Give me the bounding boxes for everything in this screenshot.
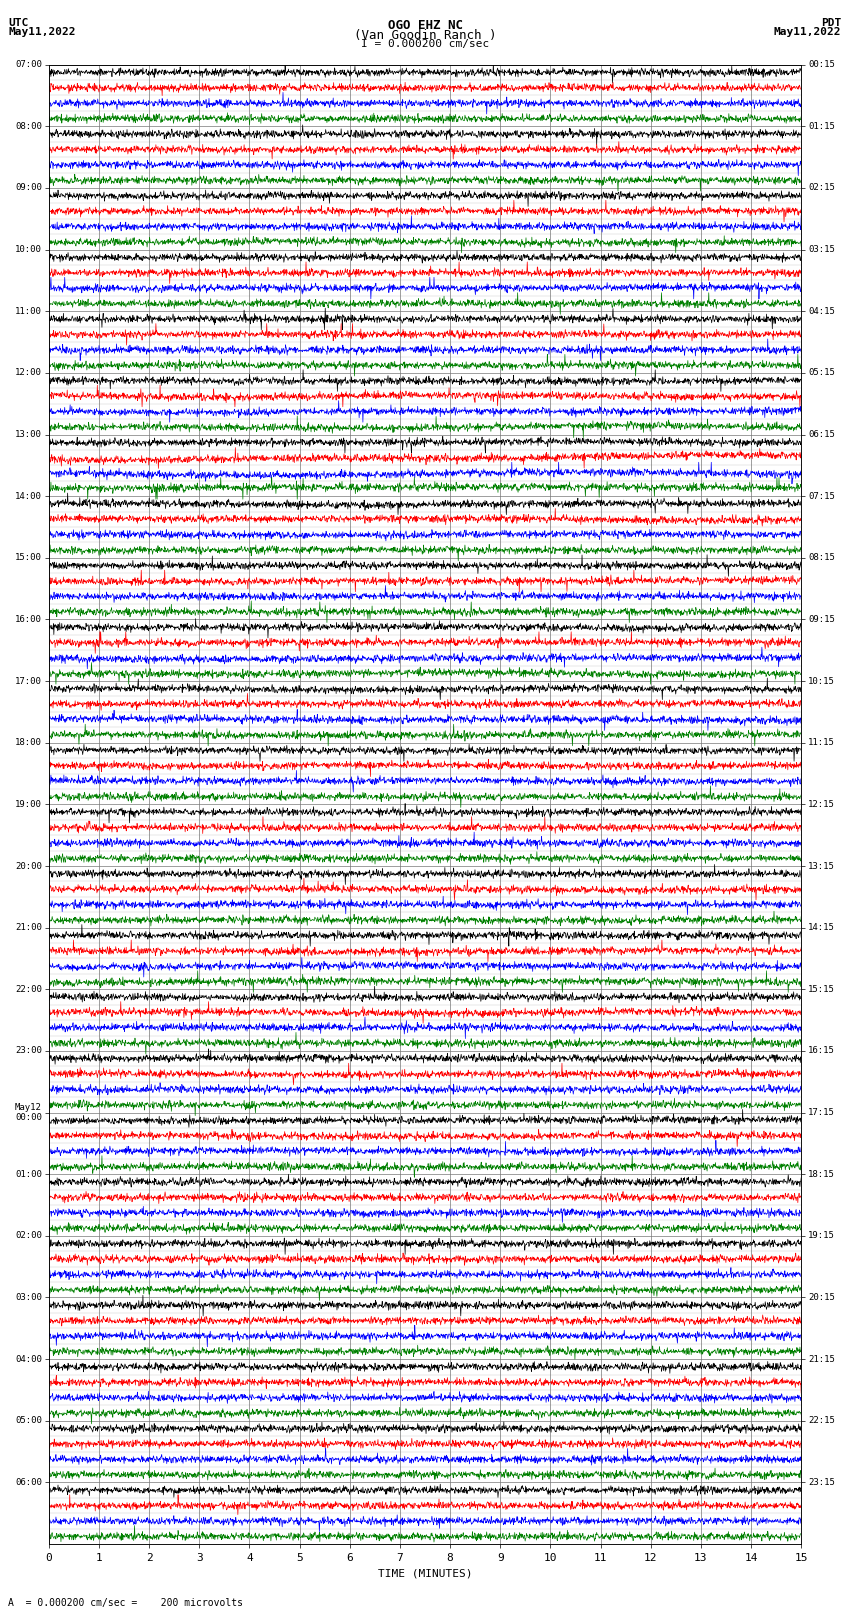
X-axis label: TIME (MINUTES): TIME (MINUTES) [377, 1569, 473, 1579]
Text: OGO EHZ NC: OGO EHZ NC [388, 19, 462, 32]
Text: May11,2022: May11,2022 [8, 27, 76, 37]
Text: (Van Goodin Ranch ): (Van Goodin Ranch ) [354, 29, 496, 42]
Text: I = 0.000200 cm/sec: I = 0.000200 cm/sec [361, 39, 489, 48]
Text: PDT: PDT [821, 18, 842, 27]
Text: UTC: UTC [8, 18, 29, 27]
Text: A  = 0.000200 cm/sec =    200 microvolts: A = 0.000200 cm/sec = 200 microvolts [8, 1598, 243, 1608]
Text: May11,2022: May11,2022 [774, 27, 842, 37]
